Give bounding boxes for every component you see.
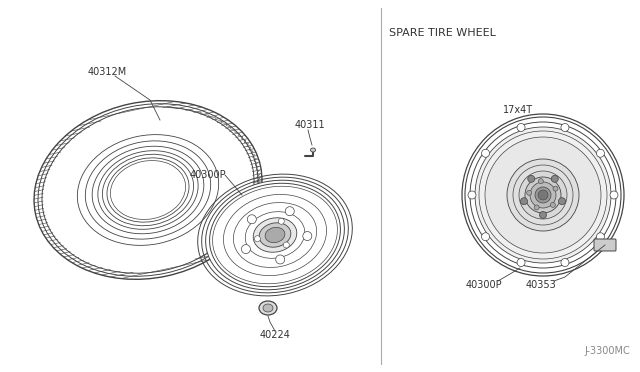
Circle shape <box>254 236 260 242</box>
Circle shape <box>610 191 618 199</box>
Circle shape <box>527 190 532 195</box>
Circle shape <box>481 149 490 157</box>
Circle shape <box>517 259 525 266</box>
Ellipse shape <box>530 182 556 208</box>
Ellipse shape <box>470 122 616 268</box>
Text: 40224: 40224 <box>260 330 291 340</box>
Ellipse shape <box>310 148 316 152</box>
Circle shape <box>285 207 294 216</box>
Text: J-3300MC: J-3300MC <box>584 346 630 356</box>
Text: 17x4T: 17x4T <box>503 105 533 115</box>
Circle shape <box>303 231 312 241</box>
Circle shape <box>534 205 539 210</box>
Ellipse shape <box>42 107 254 273</box>
Ellipse shape <box>485 137 601 253</box>
Ellipse shape <box>507 159 579 231</box>
Circle shape <box>596 149 604 157</box>
Text: 40312M: 40312M <box>88 67 127 77</box>
Ellipse shape <box>538 190 548 200</box>
Circle shape <box>247 215 257 224</box>
Ellipse shape <box>110 161 186 219</box>
Ellipse shape <box>253 218 297 252</box>
Circle shape <box>481 233 490 241</box>
Circle shape <box>528 175 535 182</box>
Ellipse shape <box>519 171 567 219</box>
Circle shape <box>553 186 558 191</box>
Circle shape <box>538 179 543 184</box>
Circle shape <box>551 175 558 182</box>
Text: 40353: 40353 <box>526 280 557 290</box>
Text: SPARE TIRE WHEEL: SPARE TIRE WHEEL <box>388 28 495 38</box>
Ellipse shape <box>525 177 561 213</box>
Text: 40311: 40311 <box>295 120 326 130</box>
Ellipse shape <box>205 180 344 290</box>
Ellipse shape <box>212 186 337 284</box>
Circle shape <box>540 212 547 218</box>
Circle shape <box>276 255 285 264</box>
FancyBboxPatch shape <box>594 239 616 251</box>
Ellipse shape <box>263 304 273 312</box>
Circle shape <box>550 202 556 208</box>
Text: 40300P: 40300P <box>190 170 227 180</box>
Text: 40300P: 40300P <box>466 280 502 290</box>
Circle shape <box>241 244 250 254</box>
Circle shape <box>596 233 604 241</box>
Ellipse shape <box>259 223 291 247</box>
Ellipse shape <box>265 227 285 243</box>
Circle shape <box>561 124 569 131</box>
Circle shape <box>468 191 476 199</box>
Circle shape <box>561 259 569 266</box>
Circle shape <box>517 124 525 131</box>
Circle shape <box>559 198 566 205</box>
Circle shape <box>278 218 284 224</box>
Ellipse shape <box>259 301 277 315</box>
Ellipse shape <box>475 127 611 263</box>
Circle shape <box>520 198 527 205</box>
Ellipse shape <box>535 187 551 203</box>
Circle shape <box>284 242 289 248</box>
